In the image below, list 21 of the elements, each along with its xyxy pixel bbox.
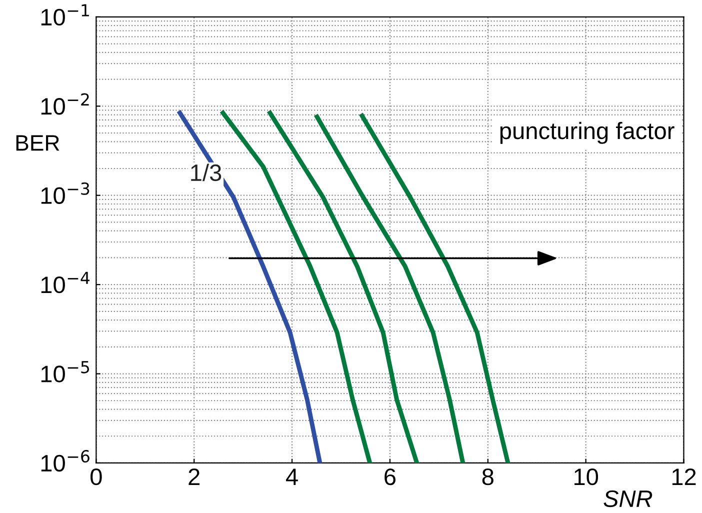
x-tick-label: 0	[90, 468, 102, 486]
line-series	[268, 110, 420, 463]
line-series	[314, 114, 466, 463]
x-tick-label: 4	[286, 468, 298, 485]
series-label: 1/3	[191, 164, 222, 182]
annotation: puncturing factor	[500, 122, 674, 144]
x-axis-title: SNR	[604, 490, 652, 508]
y-axis-title: BER	[16, 135, 60, 151]
y-tick-label: 10$^{−1}$	[41, 4, 89, 26]
y-tick-label: 10$^{−5}$	[41, 361, 90, 382]
y-tick-label: 10$^{−3}$	[41, 182, 90, 204]
line-series	[220, 110, 372, 463]
x-tick-label: 8	[482, 468, 494, 486]
x-tick-label: 12	[672, 468, 696, 485]
line-series	[178, 110, 322, 463]
x-tick-label: 6	[384, 468, 396, 486]
y-tick-label: 10$^{−4}$	[41, 272, 90, 294]
x-tick-label: 2	[188, 468, 200, 485]
y-tick-label: 10$^{−2}$	[41, 93, 89, 115]
x-tick-label: 10	[574, 468, 598, 486]
y-tick-label: 10$^{−6}$	[41, 450, 90, 472]
